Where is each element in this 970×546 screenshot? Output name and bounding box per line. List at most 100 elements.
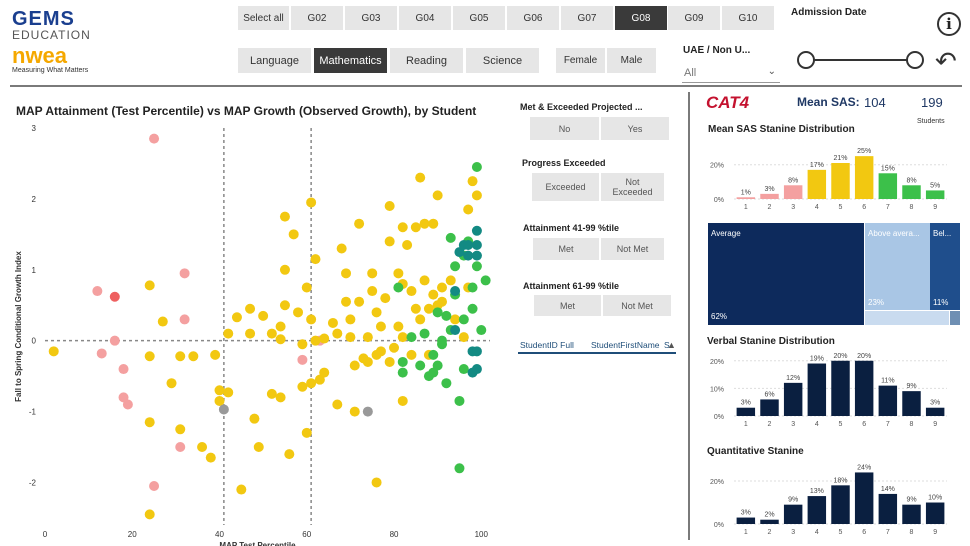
scatter-point[interactable] xyxy=(445,275,456,286)
scatter-point[interactable] xyxy=(458,332,469,343)
scatter-point[interactable] xyxy=(179,268,190,279)
scatter-point[interactable] xyxy=(402,239,413,250)
scatter-point[interactable] xyxy=(471,261,482,272)
scatter-point[interactable] xyxy=(471,364,482,375)
slider-end-handle[interactable] xyxy=(906,51,924,69)
scatter-point[interactable] xyxy=(266,328,277,339)
bar-stanine-6[interactable] xyxy=(854,156,874,199)
met-exceeded-yes-button[interactable]: Yes xyxy=(601,117,669,140)
scatter-point[interactable] xyxy=(327,317,338,328)
scatter-point[interactable] xyxy=(406,332,417,343)
scatter-point[interactable] xyxy=(463,239,474,250)
scatter-point[interactable] xyxy=(454,395,465,406)
scroll-up-icon[interactable]: ▲ xyxy=(667,340,676,350)
scatter-point[interactable] xyxy=(467,176,478,187)
scatter-point[interactable] xyxy=(345,314,356,325)
scatter-point[interactable] xyxy=(419,328,430,339)
scatter-point[interactable] xyxy=(279,300,290,311)
scatter-point[interactable] xyxy=(214,395,225,406)
scatter-point[interactable] xyxy=(371,477,382,488)
subject-button-science[interactable]: Science xyxy=(466,48,539,73)
scatter-point[interactable] xyxy=(432,190,443,201)
scatter-point[interactable] xyxy=(397,222,408,233)
scatter-point[interactable] xyxy=(310,254,321,265)
scatter-point[interactable] xyxy=(441,310,452,321)
gender-button-female[interactable]: Female xyxy=(556,48,605,73)
bar-stanine-8[interactable] xyxy=(902,391,921,416)
scatter-point[interactable] xyxy=(92,286,103,297)
attainment-41-met-button[interactable]: Met xyxy=(533,238,599,260)
scatter-point[interactable] xyxy=(319,333,330,344)
scatter-point[interactable] xyxy=(384,356,395,367)
scatter-point[interactable] xyxy=(419,218,430,229)
scatter-point[interactable] xyxy=(275,334,286,345)
scatter-point[interactable] xyxy=(428,218,439,229)
slider-start-handle[interactable] xyxy=(797,51,815,69)
scatter-point[interactable] xyxy=(275,321,286,332)
met-exceeded-no-button[interactable]: No xyxy=(530,117,599,140)
scatter-point[interactable] xyxy=(218,404,229,415)
scatter-point[interactable] xyxy=(345,332,356,343)
scatter-point[interactable] xyxy=(362,356,373,367)
scatter-point[interactable] xyxy=(288,229,299,240)
scatter-point[interactable] xyxy=(415,172,426,183)
treemap-small-tile-2[interactable] xyxy=(950,311,960,325)
grade-button-g08[interactable]: G08 xyxy=(615,6,667,30)
scatter-point[interactable] xyxy=(415,360,426,371)
scatter-point[interactable] xyxy=(266,388,277,399)
scatter-point[interactable] xyxy=(175,442,186,453)
scatter-point[interactable] xyxy=(175,424,186,435)
scatter-point[interactable] xyxy=(306,314,317,325)
scatter-point[interactable] xyxy=(397,332,408,343)
bar-stanine-9[interactable] xyxy=(925,502,945,524)
scatter-point[interactable] xyxy=(149,481,160,492)
scatter-point[interactable] xyxy=(223,387,234,398)
bar-stanine-4[interactable] xyxy=(807,496,827,524)
scatter-point[interactable] xyxy=(144,417,155,428)
scatter-point[interactable] xyxy=(157,316,168,327)
bar-stanine-6[interactable] xyxy=(854,472,874,524)
scatter-point[interactable] xyxy=(397,356,408,367)
scatter-point[interactable] xyxy=(258,310,269,321)
scatter-point[interactable] xyxy=(458,314,469,325)
scatter-point[interactable] xyxy=(450,261,461,272)
scatter-point[interactable] xyxy=(441,378,452,389)
scatter-point[interactable] xyxy=(122,399,133,410)
scatter-point[interactable] xyxy=(297,354,308,365)
bar-stanine-1[interactable] xyxy=(736,197,756,199)
bar-stanine-4[interactable] xyxy=(807,169,827,199)
bar-stanine-9[interactable] xyxy=(925,190,945,199)
scatter-point[interactable] xyxy=(231,312,242,323)
scatter-point[interactable] xyxy=(279,211,290,222)
scatter-point[interactable] xyxy=(450,286,461,297)
scatter-point[interactable] xyxy=(458,364,469,375)
attainment-61-not-met-button[interactable]: Not Met xyxy=(603,295,671,316)
scatter-point[interactable] xyxy=(223,328,234,339)
scatter-point[interactable] xyxy=(406,349,417,360)
scatter-point[interactable] xyxy=(419,275,430,286)
grade-button-g10[interactable]: G10 xyxy=(722,6,774,30)
scatter-point[interactable] xyxy=(144,509,155,520)
scatter-point[interactable] xyxy=(118,364,129,375)
gender-button-male[interactable]: Male xyxy=(607,48,656,73)
grade-button-g04[interactable]: G04 xyxy=(399,6,451,30)
scatter-point[interactable] xyxy=(463,204,474,215)
scatter-point[interactable] xyxy=(214,385,225,396)
bar-stanine-7[interactable] xyxy=(878,493,898,524)
bar-stanine-3[interactable] xyxy=(783,504,803,524)
scatter-point[interactable] xyxy=(362,332,373,343)
scatter-point[interactable] xyxy=(166,378,177,389)
admission-date-slider-track[interactable] xyxy=(806,59,916,61)
scatter-point[interactable] xyxy=(471,239,482,250)
scatter-point[interactable] xyxy=(341,296,352,307)
scatter-point[interactable] xyxy=(293,307,304,318)
subject-button-mathematics[interactable]: Mathematics xyxy=(314,48,387,73)
scatter-point[interactable] xyxy=(367,286,378,297)
scatter-point[interactable] xyxy=(249,413,260,424)
progress-not-exceeded-button[interactable]: Not Exceeded xyxy=(601,173,664,201)
back-arrow-icon[interactable]: ↶ xyxy=(935,46,957,76)
scatter-point[interactable] xyxy=(380,293,391,304)
bar-stanine-4[interactable] xyxy=(807,363,827,416)
treemap-small-tile[interactable] xyxy=(865,311,949,325)
bar-stanine-2[interactable] xyxy=(760,193,779,199)
